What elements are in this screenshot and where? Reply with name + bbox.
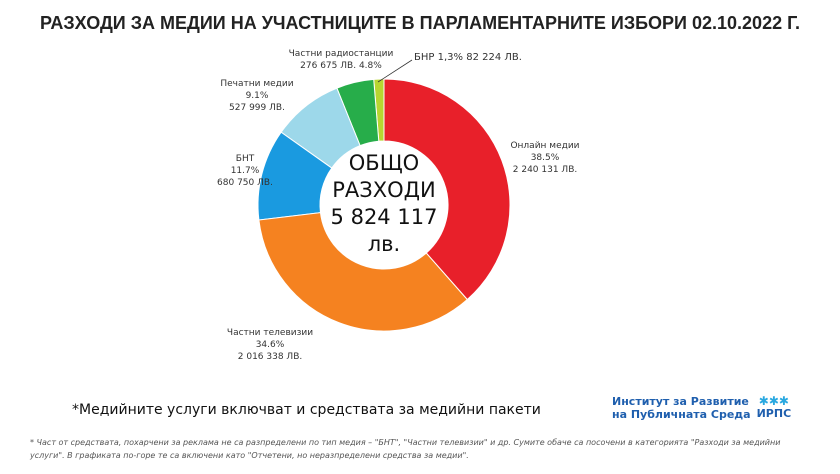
center-line-1: ОБЩО [348,151,420,175]
center-line-3: 5 824 117 [330,205,438,229]
slice-3 [280,87,361,169]
label-pct: 11.7% [230,166,260,176]
label-pct: 34.6% [255,340,285,350]
label-name: Печатни медии [220,79,294,89]
label-pct: 9.1% [245,91,269,101]
label-bnt: БНТ 11.7% 680 750 ЛВ. [210,153,280,189]
label-amount: 527 999 ЛВ. [229,103,285,113]
label-amount: 276 675 ЛВ. [300,61,357,71]
slice-2 [257,131,333,221]
label-pct: 38.5% [530,153,560,163]
label-online: Онлайн медии 38.5% 2 240 131 ЛВ. [505,140,585,176]
label-amount: 680 750 ЛВ. [217,178,273,188]
label-pct: 1,3% [437,52,464,63]
logo-line-2: на Публичната Среда [612,408,751,421]
chart-title: РАЗХОДИ ЗА МЕДИИ НА УЧАСТНИЦИТЕ В ПАРЛАМ… [39,13,801,33]
center-line-2: РАЗХОДИ [332,178,436,202]
irps-logo: Институт за Развитие на Публичната Среда … [612,395,812,421]
label-name: Частни радиостанции [288,49,394,59]
slice-1 [258,212,469,332]
label-name: БНР [414,52,435,63]
label-name: Онлайн медии [510,141,580,151]
label-private-tv: Частни телевизии 34.6% 2 016 338 ЛВ. [220,327,320,363]
label-pct: 4.8% [358,61,382,71]
logo-line-1: Институт за Развитие [612,395,749,408]
logo-abbr: ИРПС [756,407,792,420]
label-name: БНТ [235,154,255,164]
label-name: Частни телевизии [226,328,314,338]
label-print: Печатни медии 9.1% 527 999 ЛВ. [212,78,302,114]
label-bnr: БНР 1,3% 82 224 ЛВ. [414,52,522,64]
center-total: ОБЩО РАЗХОДИ 5 824 117 лв. [320,150,448,258]
label-amount: 2 240 131 ЛВ. [512,165,578,175]
slice-4 [336,78,380,147]
media-services-note: *Медийните услуги включват и средствата … [72,402,541,418]
bnr-leader-line [377,59,413,83]
label-amount: 82 224 ЛВ. [466,52,522,63]
logo-stars-icon: ✱✱✱ [758,394,789,408]
footnote: * Част от средствата, похарчени за рекла… [30,438,781,460]
label-radio: Частни радиостанции 276 675 ЛВ. 4.8% [276,48,406,72]
slice-0 [383,78,511,301]
label-amount: 2 016 338 ЛВ. [237,352,303,362]
center-line-4: лв. [367,232,401,256]
